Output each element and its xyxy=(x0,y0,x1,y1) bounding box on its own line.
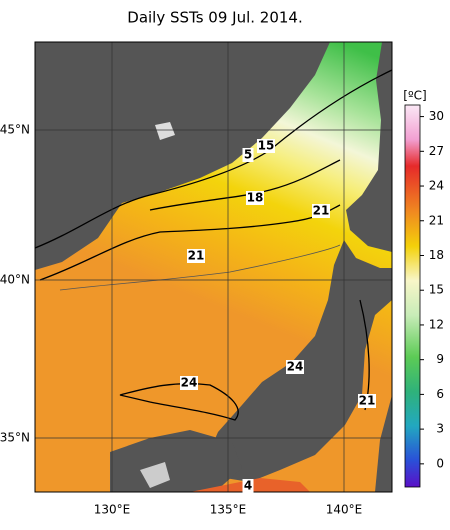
lon-label: 140°E xyxy=(326,503,363,517)
contour-label: 4 xyxy=(244,479,252,493)
colorbar-tick-label: 12 xyxy=(429,317,444,331)
contour-label-bg xyxy=(286,360,304,374)
contour-label: 21 xyxy=(359,394,376,408)
contour-label: 24 xyxy=(287,360,304,374)
contour-label: 18 xyxy=(247,191,264,205)
colorbar-tick-label: 9 xyxy=(436,352,444,366)
colorbar-tick-label: 0 xyxy=(436,456,444,470)
colorbar-tick-label: 24 xyxy=(429,179,444,193)
contour-label-bg xyxy=(312,204,330,218)
contour-label: 21 xyxy=(188,249,205,263)
colorbar-tick-label: 6 xyxy=(436,387,444,401)
title: Daily SSTs 09 Jul. 2014. xyxy=(127,9,302,27)
colorbar-tick-label: 21 xyxy=(429,213,444,227)
colorbar-tick-label: 27 xyxy=(429,144,444,158)
colorbar-tick-label: 18 xyxy=(429,248,444,262)
colorbar-tick-label: 30 xyxy=(429,109,444,123)
lat-label: 40°N xyxy=(0,273,30,287)
lat-label: 35°N xyxy=(0,431,30,445)
lon-label: 135°E xyxy=(210,503,247,517)
contour-label: 21 xyxy=(313,204,330,218)
contour-label: 24 xyxy=(181,376,198,390)
contour-label-bg xyxy=(242,479,254,493)
contour-label-bg xyxy=(180,376,198,390)
colorbar-tick-label: 15 xyxy=(429,283,444,297)
map-area xyxy=(35,42,392,492)
contour-label-bg xyxy=(242,148,254,162)
colorbar xyxy=(404,104,421,488)
colorbar-tick-label: 3 xyxy=(436,422,444,436)
contour-label-bg xyxy=(246,191,264,205)
contour-label: 5 xyxy=(244,148,252,162)
lon-label: 130°E xyxy=(94,503,131,517)
contour-label-bg xyxy=(187,249,205,263)
contour-label-bg xyxy=(257,139,275,153)
colorbar-unit: [ºC] xyxy=(403,89,426,103)
contour-label-bg xyxy=(358,394,376,408)
lat-label: 45°N xyxy=(0,123,30,137)
map-frame xyxy=(34,41,393,493)
contour-label: 15 xyxy=(258,139,275,153)
